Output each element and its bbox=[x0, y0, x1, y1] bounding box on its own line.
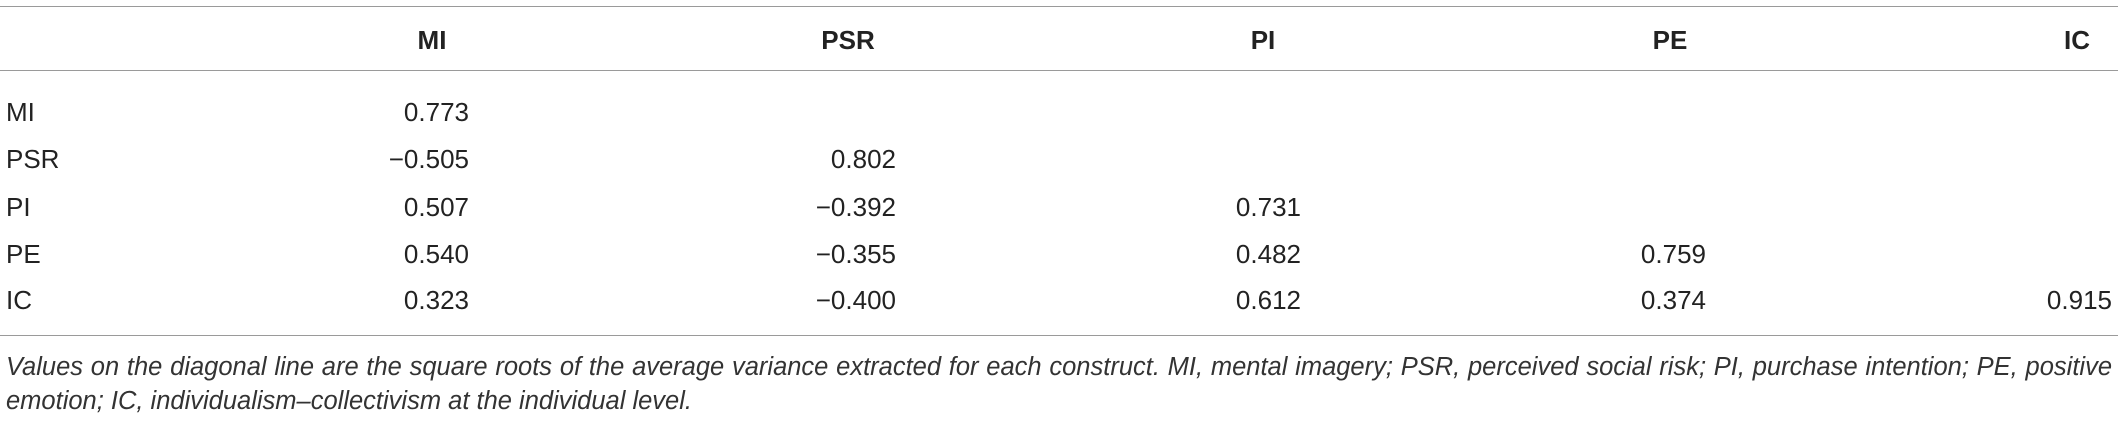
row-label: IC bbox=[6, 285, 32, 315]
header-rule bbox=[0, 70, 2118, 71]
cell-value: 0.374 bbox=[1640, 285, 1706, 315]
cell-value: 0.773 bbox=[403, 97, 469, 127]
cell-value: −0.355 bbox=[815, 239, 896, 269]
bottom-rule bbox=[0, 335, 2118, 336]
row-label: MI bbox=[6, 97, 35, 127]
cell-value: 0.731 bbox=[1235, 192, 1301, 222]
column-header: PSR bbox=[821, 25, 875, 55]
row-label: PE bbox=[6, 239, 41, 269]
cell-value: −0.400 bbox=[815, 285, 896, 315]
cell-value: 0.482 bbox=[1235, 239, 1301, 269]
cell-value: 0.915 bbox=[2046, 285, 2112, 315]
cell-value: −0.392 bbox=[815, 192, 896, 222]
cell-value: 0.540 bbox=[403, 239, 469, 269]
cell-value: 0.612 bbox=[1235, 285, 1301, 315]
column-header: PE bbox=[1652, 25, 1688, 55]
column-header: PI bbox=[1250, 25, 1276, 55]
cell-value: 0.507 bbox=[403, 192, 469, 222]
cell-value: 0.802 bbox=[830, 144, 896, 174]
row-label: PSR bbox=[6, 144, 60, 174]
cell-value: 0.759 bbox=[1640, 239, 1706, 269]
cell-value: 0.323 bbox=[403, 285, 469, 315]
cell-value: −0.505 bbox=[388, 144, 469, 174]
footnote: Values on the diagonal line are the squa… bbox=[6, 353, 2112, 415]
top-rule bbox=[0, 6, 2118, 7]
column-header: MI bbox=[417, 25, 447, 55]
row-label: PI bbox=[6, 192, 31, 222]
column-header: IC bbox=[2064, 25, 2090, 55]
